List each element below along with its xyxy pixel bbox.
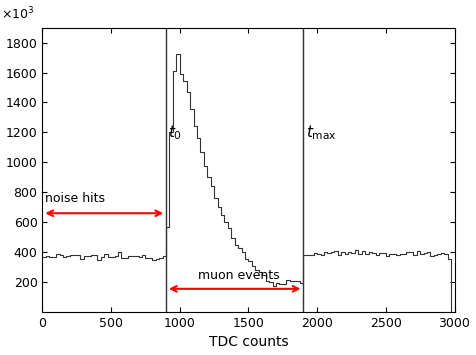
Text: noise hits: noise hits [45,192,105,205]
Text: $t_0$: $t_0$ [168,123,182,142]
Text: muon events: muon events [198,269,279,282]
X-axis label: TDC counts: TDC counts [208,335,288,349]
Text: $\times 10^3$: $\times 10^3$ [1,5,35,22]
Text: $t_{\mathrm{max}}$: $t_{\mathrm{max}}$ [306,123,337,142]
